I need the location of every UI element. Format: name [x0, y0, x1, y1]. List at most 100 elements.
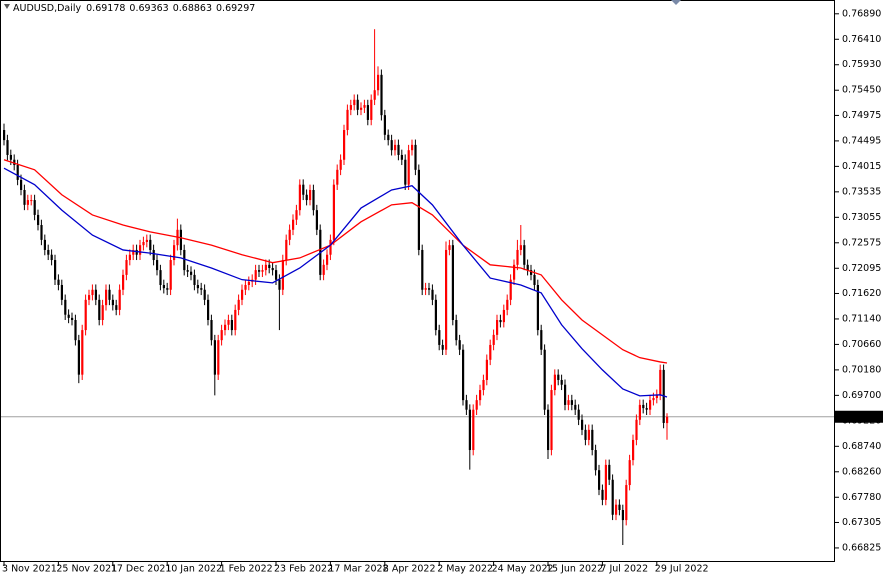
candle-body: [560, 379, 563, 385]
candle-body: [339, 159, 342, 170]
candle-body: [247, 281, 250, 285]
candle-body: [431, 289, 434, 300]
candle-body: [655, 394, 658, 399]
candle-body: [292, 219, 295, 230]
candle-body: [190, 271, 193, 275]
candle-body: [315, 210, 318, 230]
header: AUDUSD,Daily 0.69178 0.69363 0.68863 0.69297: [13, 3, 255, 14]
y-tick-label: 0.67305: [842, 517, 881, 528]
x-tick-label: 3 Nov 2021: [2, 564, 57, 575]
candle-body: [594, 450, 597, 471]
candle-body: [220, 330, 223, 341]
candle-body: [47, 249, 50, 255]
current-price-box: [835, 410, 883, 423]
candle-body: [278, 279, 281, 290]
candle-body: [200, 288, 203, 290]
candle-body: [227, 320, 230, 325]
candle-body: [482, 379, 485, 391]
candle-body: [237, 299, 240, 310]
candle-body: [298, 184, 301, 211]
candle-body: [438, 330, 441, 345]
candle-body: [509, 279, 512, 300]
candle-body: [254, 270, 257, 280]
candle-body: [360, 107, 363, 110]
candle-body: [162, 284, 165, 289]
candle-body: [295, 210, 298, 220]
candle-body: [458, 340, 461, 350]
y-tick-label: 0.75450: [842, 85, 881, 96]
candle-body: [502, 309, 505, 323]
candle-body: [343, 130, 346, 160]
y-tick-label: 0.76410: [842, 34, 881, 45]
candle-body: [625, 485, 628, 521]
y-tick-label: 0.74495: [842, 135, 881, 146]
candle-body: [383, 115, 386, 135]
x-tick-label: 23 Feb 2022: [274, 564, 333, 575]
y-tick-label: 0.66825: [842, 542, 881, 553]
candle-body: [489, 344, 492, 360]
candle-body: [26, 200, 29, 205]
candle-body: [135, 249, 138, 255]
candle-body: [632, 439, 635, 461]
candle-body: [30, 200, 33, 202]
candle-body: [485, 359, 488, 380]
moving-average-line: [3, 159, 668, 364]
candle-body: [166, 288, 169, 290]
candle-body: [404, 159, 407, 185]
candle-body: [635, 419, 638, 440]
candle-body: [37, 214, 40, 226]
header-high: 0.69363: [129, 3, 168, 14]
candle-body: [50, 254, 53, 261]
x-tick-label: 24 May 2022: [492, 564, 554, 575]
candle-body: [615, 504, 618, 515]
candle-body: [203, 289, 206, 300]
candle-body: [523, 245, 526, 265]
candle-body: [77, 340, 80, 375]
candle-body: [118, 289, 121, 310]
x-tick-label: 10 Jan 2022: [165, 564, 222, 575]
candle-body: [448, 245, 451, 250]
candle-body: [57, 279, 60, 285]
candle-body: [604, 464, 607, 500]
candle-body: [652, 398, 655, 401]
candle-body: [417, 169, 420, 250]
candle-body: [591, 429, 594, 451]
y-tick-label: 0.72575: [842, 237, 881, 248]
candle-body: [645, 408, 648, 410]
candle-body: [445, 249, 448, 350]
candle-body: [224, 324, 227, 331]
candle-body: [421, 249, 424, 290]
candle-body: [574, 404, 577, 410]
y-tick-label: 0.71140: [842, 313, 881, 324]
y-tick-label: 0.74975: [842, 110, 881, 121]
current-price-label: 0.69297: [842, 411, 881, 422]
y-tick-label: 0.71620: [842, 288, 881, 299]
symbol: AUDUSD,Daily: [13, 3, 82, 14]
plot-border: [0, 0, 835, 562]
candle-body: [373, 90, 376, 100]
candle-body: [94, 289, 97, 300]
candle-body: [564, 384, 567, 405]
y-tick-label: 0.70180: [842, 364, 881, 375]
candle-body: [479, 390, 482, 401]
candle-body: [105, 289, 108, 306]
candle-body: [349, 105, 352, 110]
candle-body: [468, 409, 471, 451]
candle-body: [183, 249, 186, 271]
candle-body: [380, 74, 383, 116]
candle-body: [581, 419, 584, 430]
y-tick-label: 0.73535: [842, 186, 881, 197]
candle-body: [234, 309, 237, 331]
candle-body: [611, 479, 614, 515]
candle-body: [587, 429, 590, 440]
candle-body: [152, 249, 155, 261]
candle-body: [394, 144, 397, 151]
candle-body: [424, 288, 427, 290]
y-tick-label: 0.75930: [842, 59, 881, 70]
candle-body: [387, 134, 390, 141]
candle-body: [20, 179, 23, 190]
candle-body: [462, 349, 465, 401]
candle-body: [3, 130, 6, 141]
candle-body: [577, 409, 580, 420]
candle-body: [88, 295, 91, 300]
